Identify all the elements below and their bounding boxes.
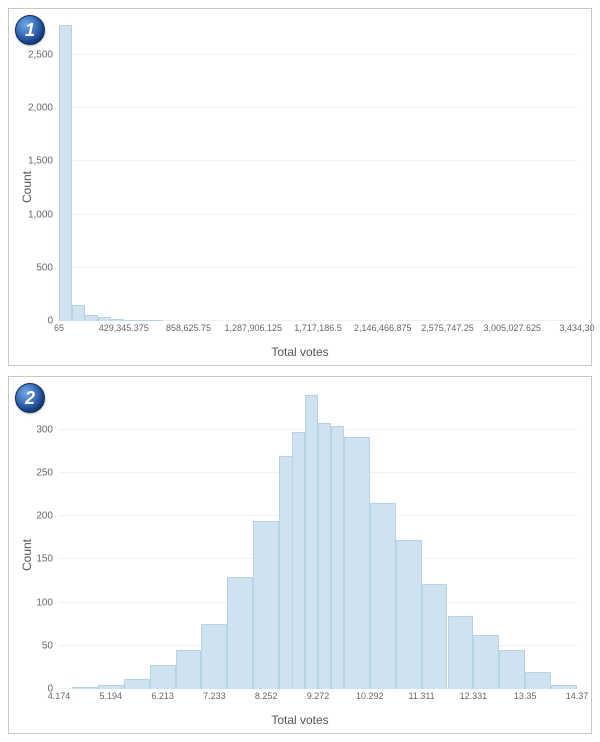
histogram-bar (551, 685, 577, 689)
histogram-bar (176, 650, 202, 689)
histogram-bar (473, 635, 499, 689)
y-tick-label: 100 (36, 597, 59, 608)
x-tick-label: 858,625.75 (166, 323, 211, 333)
x-tick-label: 4.174 (48, 691, 71, 701)
y-tick-label: 2,000 (28, 103, 59, 114)
x-axis-2: 4.1745.1946.2137.2338.2529.27210.29211.3… (59, 691, 577, 705)
charts-wrapper: { "chart1": { "badge": "1", "type": "his… (0, 0, 600, 742)
y-tick-label: 150 (36, 554, 59, 565)
x-axis-title: Total votes (9, 713, 591, 727)
x-tick-label: 2,575,747.25 (421, 323, 474, 333)
y-tick-label: 1,500 (28, 156, 59, 167)
histogram-bar (85, 315, 98, 321)
y-tick-label: 50 (42, 640, 59, 651)
x-tick-label: 1,287,906.125 (224, 323, 282, 333)
histogram-bar (72, 687, 98, 689)
histogram-bar (59, 25, 72, 321)
x-tick-label: 6.213 (151, 691, 174, 701)
y-tick-label: 2,500 (28, 49, 59, 60)
histogram-bar (305, 395, 318, 689)
histogram-bar (448, 616, 474, 689)
plot-area-2: 050100150200250300 (59, 391, 577, 689)
x-tick-label: 65 (54, 323, 64, 333)
y-tick-label: 200 (36, 511, 59, 522)
x-tick-label: 2,146,466.875 (354, 323, 412, 333)
x-tick-label: 14.37 (566, 691, 589, 701)
grid-line (59, 107, 577, 108)
histogram-bar (396, 540, 422, 689)
plot-area-1: 05001,0001,5002,0002,500 (59, 23, 577, 321)
histogram-bar (318, 423, 331, 689)
histogram-bar (124, 679, 150, 689)
x-tick-label: 3,434,30 (559, 323, 594, 333)
histogram-bar (137, 320, 150, 321)
grid-line (59, 54, 577, 55)
x-tick-label: 9.272 (307, 691, 330, 701)
histogram-bar (292, 432, 305, 689)
y-tick-label: 250 (36, 468, 59, 479)
histogram-bar (201, 624, 227, 689)
y-axis-title: Count (20, 171, 34, 203)
histogram-bar (150, 665, 176, 689)
x-tick-label: 12.331 (460, 691, 488, 701)
x-axis-title: Total votes (9, 345, 591, 359)
histogram-bar (331, 426, 344, 689)
panel-badge-1: 1 (15, 15, 45, 45)
x-tick-label: 10.292 (356, 691, 384, 701)
histogram-bar (370, 503, 396, 689)
histogram-bar (227, 577, 253, 689)
histogram-bar (98, 317, 111, 321)
y-axis-title: Count (20, 539, 34, 571)
histogram-bar (98, 685, 124, 689)
grid-line (59, 214, 577, 215)
histogram-bar (124, 320, 137, 321)
chart-panel-2: 2 Count 050100150200250300 4.174 5.194 6.2… (8, 376, 592, 734)
histogram-bar (111, 319, 124, 321)
histogram-bar (422, 584, 448, 689)
x-tick-label: 429,345.375 (99, 323, 149, 333)
panel-badge-2: 2 (15, 383, 45, 413)
histogram-bar (499, 650, 525, 689)
x-tick-label: 3,005,027.625 (483, 323, 541, 333)
histogram-bar (253, 521, 279, 689)
x-tick-label: 8.252 (255, 691, 278, 701)
histogram-bar (150, 320, 163, 321)
grid-line (59, 160, 577, 161)
y-tick-label: 500 (36, 262, 59, 273)
y-tick-label: 1,000 (28, 209, 59, 220)
chart-panel-1: 1 Count 05001,0001,5002,0002,500 65 429,3… (8, 8, 592, 366)
histogram-bar (525, 672, 551, 689)
x-tick-label: 13.35 (514, 691, 537, 701)
x-tick-label: 5.194 (100, 691, 123, 701)
y-tick-label: 300 (36, 424, 59, 435)
histogram-bar (344, 437, 370, 689)
x-axis-1: 65429,345.375858,625.751,287,906.1251,71… (59, 323, 577, 337)
x-tick-label: 11.311 (408, 691, 434, 701)
grid-line (59, 267, 577, 268)
x-tick-label: 7.233 (203, 691, 226, 701)
histogram-bar (72, 305, 85, 321)
x-tick-label: 1,717,186.5 (294, 323, 342, 333)
